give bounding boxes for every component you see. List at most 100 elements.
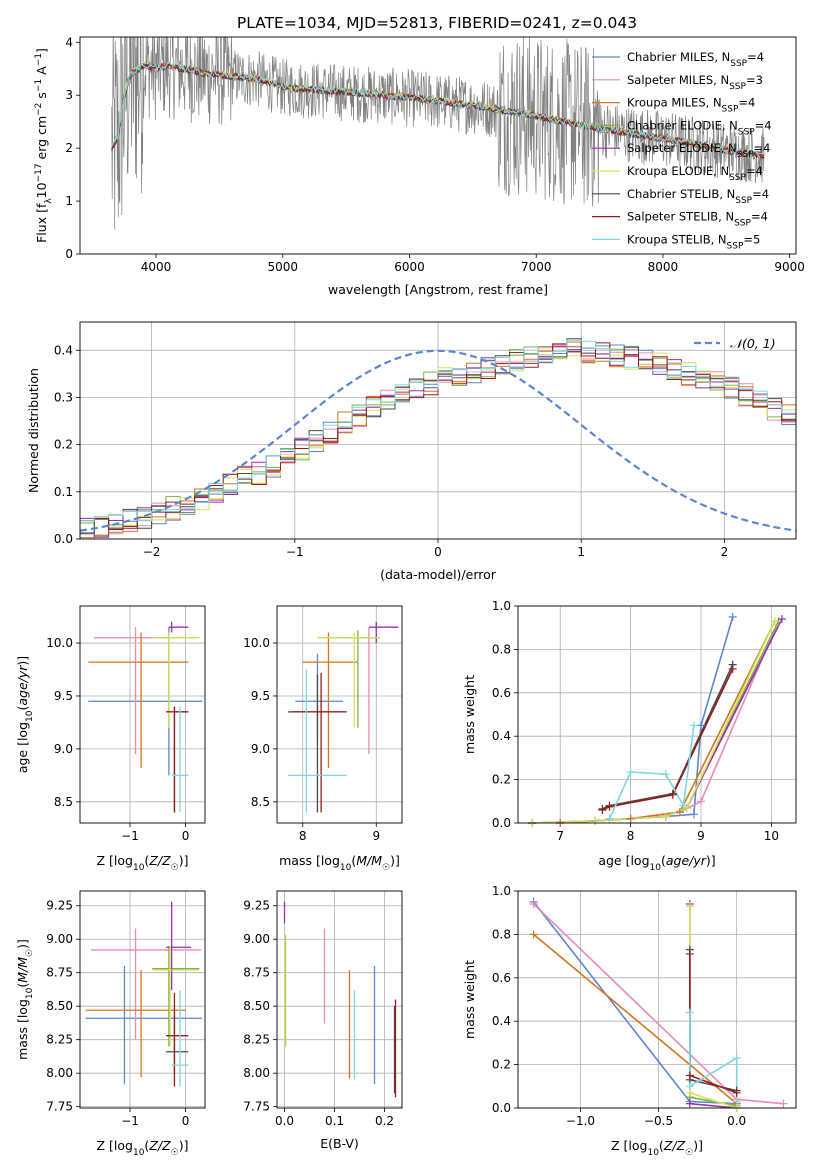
series-marker	[675, 808, 684, 817]
label-part: 10	[25, 710, 35, 722]
axes-frame	[79, 890, 206, 1109]
label-part: )]	[15, 656, 30, 666]
label-part: −17	[34, 163, 44, 182]
series-marker	[732, 1088, 741, 1097]
label-part: SSP	[735, 196, 752, 206]
label-part: −1	[34, 79, 44, 92]
series-marker	[605, 814, 614, 823]
plot-area	[80, 891, 205, 1108]
label-part: =4	[752, 187, 769, 201]
series-line	[689, 1012, 738, 1102]
y-tick-label: 9.00	[243, 932, 270, 946]
y-tick-label: 0	[65, 247, 73, 261]
label-part: =4	[755, 118, 772, 132]
x-tick-label: 0.2	[375, 1114, 394, 1128]
plot-area	[80, 322, 796, 539]
y-tick-label: 8.75	[243, 966, 270, 980]
series-marker	[529, 900, 538, 909]
label-part: Chabrier ELODIE, N	[627, 118, 738, 132]
series-marker	[668, 790, 677, 799]
y-tick-label: 0.0	[54, 532, 73, 546]
series-marker	[696, 721, 705, 730]
series-marker	[685, 1071, 694, 1080]
series-marker	[529, 930, 538, 939]
x-tick-label: −1	[121, 829, 139, 843]
series-marker	[696, 797, 705, 806]
series-marker	[689, 810, 698, 819]
label-part: erg cm	[34, 116, 49, 164]
series-marker	[685, 949, 694, 958]
series-line	[532, 620, 780, 823]
series-line	[532, 620, 776, 823]
legend-label: Kroupa MILES, NSSP=4	[627, 96, 755, 115]
y-tick-label: 9.0	[54, 742, 73, 756]
label-part: (	[659, 1138, 664, 1153]
y-axis-label: age [log10(age/yr)]	[15, 656, 35, 773]
y-tick-label: 0.4	[54, 343, 73, 357]
label-part: ☉	[382, 863, 390, 873]
y-tick-label: 2	[65, 141, 73, 155]
y-tick-label: 7.75	[243, 1100, 270, 1114]
label-part: age/yr	[666, 853, 707, 868]
panels: 4000 5000 6000 7000 8000 900001234wavelength …	[15, 35, 805, 1158]
label-part: (	[15, 706, 30, 711]
y-tick-label: 8.50	[243, 999, 270, 1013]
series-marker	[779, 1099, 788, 1108]
figure-title: PLATE=1034, MJD=52813, FIBERID=0241, z=0…	[237, 14, 637, 32]
x-tick-label: 2	[721, 545, 729, 559]
label-part: age [log	[15, 722, 30, 773]
y-tick-label: 10.0	[243, 636, 270, 650]
label-part: (	[15, 983, 30, 988]
y-tick-label: 8.00	[243, 1066, 270, 1080]
series-line	[532, 901, 737, 1105]
label-part: Salpeter MILES, N	[627, 73, 729, 87]
series-marker	[728, 612, 737, 621]
label-part: 10	[647, 1148, 659, 1158]
label-part: )]	[706, 853, 716, 868]
x-tick-label: 5000	[267, 260, 298, 274]
label-part: λ	[44, 198, 54, 204]
x-axis-label: mass [log10(M/M☉)]	[279, 853, 400, 873]
label-part: A	[34, 66, 49, 79]
x-axis-label: Z [log10(Z/Z☉)]	[97, 853, 189, 873]
x-axis-label: Z [log10(Z/Z☉)]	[97, 1138, 189, 1158]
y-tick-label: 1.0	[492, 884, 511, 898]
histogram-step	[80, 338, 796, 539]
y-tick-label: 0.4	[492, 1014, 511, 1028]
label-part: SSP	[737, 150, 754, 160]
series-marker	[728, 664, 737, 673]
x-tick-label: 7	[556, 829, 564, 843]
x-tick-label: −1	[121, 1114, 139, 1128]
label-part: Salpeter ELODIE, N	[627, 141, 737, 155]
label-part: M/M	[15, 957, 30, 983]
legend-label: 𝒩(0, 1)	[730, 336, 776, 351]
y-tick-label: 8.5	[251, 795, 270, 809]
series-marker	[679, 801, 688, 810]
x-axis-label: E(B-V)	[320, 1136, 359, 1151]
x-tick-label: 7000	[521, 260, 552, 274]
axes-frame	[517, 605, 797, 824]
label-part: =4	[746, 164, 763, 178]
label-part: (	[351, 853, 356, 868]
label-part: M/M	[356, 853, 382, 868]
series-marker	[661, 812, 670, 821]
label-part: age/yr	[15, 665, 30, 706]
panel-mass_vs_Z: −1 07.758.008.258.508.759.009.25Z [log10(…	[15, 890, 206, 1158]
series-marker	[685, 1099, 694, 1108]
x-tick-label: −1.0	[566, 1114, 595, 1128]
series-marker	[685, 1008, 694, 1017]
series-marker	[626, 768, 635, 777]
x-tick-label: 8	[299, 829, 307, 843]
series-line	[602, 668, 734, 811]
x-tick-label: 8	[627, 829, 635, 843]
axes-frame	[276, 605, 403, 824]
label-part: Kroupa MILES, N	[627, 96, 722, 110]
plot-area	[80, 606, 205, 823]
plot-area	[277, 891, 402, 1108]
y-tick-label: 1	[65, 194, 73, 208]
label-part: Chabrier MILES, N	[627, 50, 730, 64]
x-axis-label: (data-model)/error	[380, 567, 497, 582]
label-part: SSP	[734, 219, 751, 229]
series-marker	[661, 770, 670, 779]
axes-frame	[79, 36, 797, 255]
